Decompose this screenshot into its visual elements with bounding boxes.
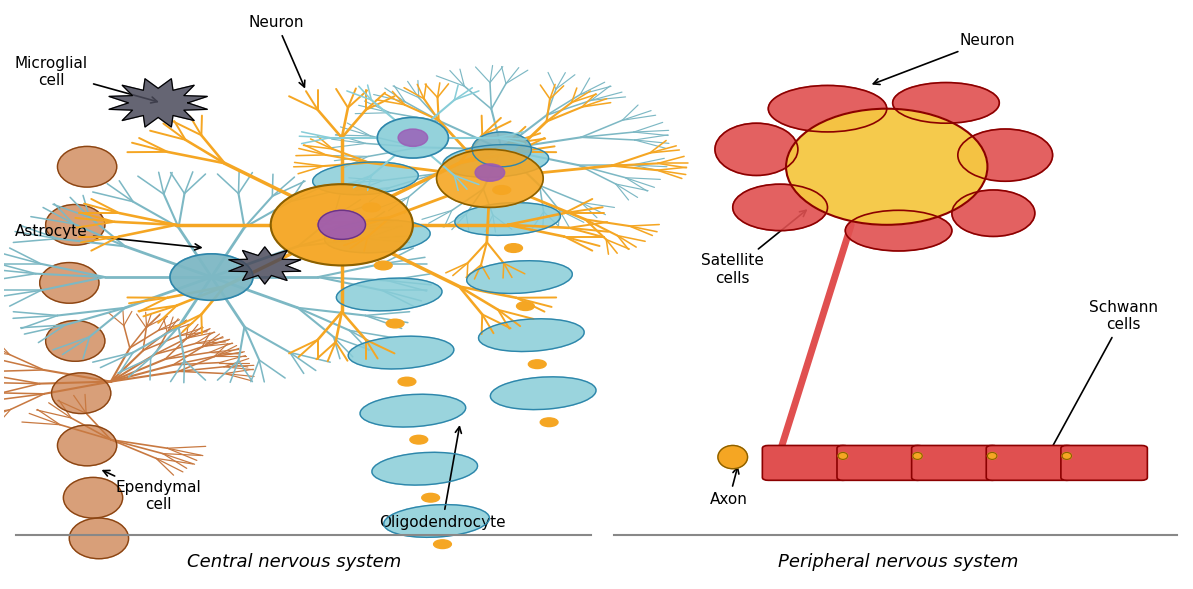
Ellipse shape xyxy=(57,147,117,187)
Ellipse shape xyxy=(892,82,1000,123)
FancyBboxPatch shape xyxy=(837,445,923,480)
Text: Neuron: Neuron xyxy=(249,15,304,87)
Ellipse shape xyxy=(336,278,441,311)
Ellipse shape xyxy=(372,452,477,485)
Ellipse shape xyxy=(51,373,111,413)
Ellipse shape xyxy=(913,452,922,459)
Text: Schwann
cells: Schwann cells xyxy=(1049,300,1158,453)
Ellipse shape xyxy=(387,319,404,328)
Ellipse shape xyxy=(733,184,828,231)
Ellipse shape xyxy=(45,320,105,361)
Ellipse shape xyxy=(786,109,988,225)
Ellipse shape xyxy=(360,394,465,427)
FancyBboxPatch shape xyxy=(911,445,999,480)
Text: Astrocyte: Astrocyte xyxy=(16,224,200,250)
Ellipse shape xyxy=(846,210,952,251)
Ellipse shape xyxy=(540,418,558,426)
Ellipse shape xyxy=(319,210,365,239)
Ellipse shape xyxy=(493,186,511,194)
Ellipse shape xyxy=(375,261,392,270)
Ellipse shape xyxy=(472,132,531,167)
Ellipse shape xyxy=(475,164,505,181)
Ellipse shape xyxy=(69,518,129,559)
Text: Microglial
cell: Microglial cell xyxy=(16,56,157,103)
Ellipse shape xyxy=(517,302,534,310)
Ellipse shape xyxy=(839,452,848,459)
Text: Satellite
cells: Satellite cells xyxy=(701,210,806,286)
Ellipse shape xyxy=(952,190,1034,236)
Ellipse shape xyxy=(490,377,596,409)
Ellipse shape xyxy=(958,129,1052,181)
Text: Neuron: Neuron xyxy=(873,33,1015,84)
Ellipse shape xyxy=(1062,452,1071,459)
Text: Axon: Axon xyxy=(710,468,748,507)
Ellipse shape xyxy=(505,244,523,253)
FancyBboxPatch shape xyxy=(987,445,1073,480)
Text: Peripheral nervous system: Peripheral nervous system xyxy=(778,552,1019,571)
FancyBboxPatch shape xyxy=(762,445,849,480)
Ellipse shape xyxy=(271,184,413,266)
Ellipse shape xyxy=(422,494,439,502)
Ellipse shape xyxy=(363,203,381,212)
Ellipse shape xyxy=(455,203,561,236)
Ellipse shape xyxy=(715,123,798,176)
Ellipse shape xyxy=(398,377,416,386)
Text: Oligodendrocyte: Oligodendrocyte xyxy=(379,427,506,530)
Ellipse shape xyxy=(988,452,997,459)
Ellipse shape xyxy=(528,360,546,369)
Text: Ependymal
cell: Ependymal cell xyxy=(103,471,202,512)
Text: Central nervous system: Central nervous system xyxy=(187,552,402,571)
Ellipse shape xyxy=(398,129,427,147)
Ellipse shape xyxy=(478,319,585,352)
Ellipse shape xyxy=(437,150,543,207)
Ellipse shape xyxy=(433,540,451,548)
Ellipse shape xyxy=(410,435,427,444)
Ellipse shape xyxy=(63,478,123,518)
Ellipse shape xyxy=(57,425,117,466)
FancyBboxPatch shape xyxy=(1061,445,1148,480)
Ellipse shape xyxy=(348,336,453,369)
Ellipse shape xyxy=(718,445,748,469)
Polygon shape xyxy=(229,247,301,284)
Ellipse shape xyxy=(324,220,431,253)
Ellipse shape xyxy=(768,85,886,132)
Ellipse shape xyxy=(45,204,105,245)
Ellipse shape xyxy=(466,261,573,293)
Ellipse shape xyxy=(39,263,99,303)
Ellipse shape xyxy=(313,162,419,195)
Polygon shape xyxy=(109,79,208,127)
Ellipse shape xyxy=(377,117,449,158)
Ellipse shape xyxy=(384,505,489,537)
Ellipse shape xyxy=(443,144,549,177)
Ellipse shape xyxy=(171,254,253,300)
